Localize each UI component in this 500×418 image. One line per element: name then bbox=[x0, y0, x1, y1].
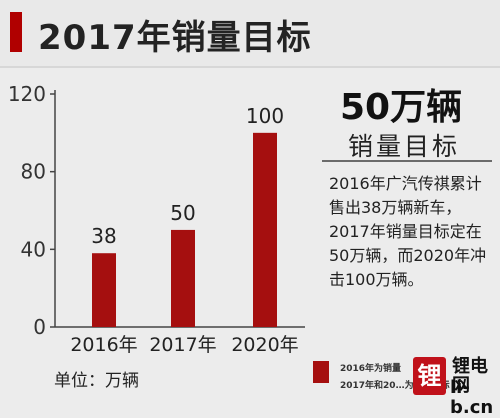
legend-swatch bbox=[313, 361, 329, 383]
bar-data-label: 100 bbox=[246, 104, 284, 128]
y-tick-label: 120 bbox=[8, 82, 46, 106]
subheadline: 销量目标 bbox=[348, 132, 461, 161]
y-tick-label: 80 bbox=[21, 160, 46, 184]
y-tick-label: 40 bbox=[21, 237, 46, 261]
legend-line-2: 2017年和20…为销量目标 bbox=[340, 381, 450, 391]
divider bbox=[322, 160, 492, 162]
unit-label: 单位：万辆 bbox=[54, 371, 139, 391]
bar bbox=[253, 132, 277, 327]
x-tick-label: 2020年 bbox=[231, 334, 298, 356]
description-text: 2016年广汽传祺累计售出38万辆新车，2017年销量目标定在50万辆，而202… bbox=[329, 174, 487, 289]
watermark-logo: 锂 bbox=[413, 357, 446, 395]
headline: 50万辆 bbox=[340, 87, 463, 128]
bar-chart: 0 40 80 120 38 2016年 50 2017年 100 2020年 bbox=[8, 82, 305, 356]
bar-data-label: 38 bbox=[91, 224, 116, 248]
x-tick-label: 2016年 bbox=[70, 334, 137, 356]
x-tick-label: 2017年 bbox=[149, 334, 216, 356]
legend-line-1: 2016年为销量 bbox=[340, 364, 402, 374]
bar-data-label: 50 bbox=[170, 201, 195, 225]
title-bar: 2017年销量目标 bbox=[0, 0, 500, 68]
watermark-name: 锂电网 bbox=[452, 356, 488, 396]
title-accent-bar bbox=[10, 12, 22, 52]
y-tick-label: 0 bbox=[33, 315, 46, 339]
watermark-url: li-b.cn bbox=[450, 377, 494, 418]
bar bbox=[171, 229, 195, 327]
bar bbox=[92, 253, 116, 327]
page-title: 2017年销量目标 bbox=[38, 18, 312, 58]
